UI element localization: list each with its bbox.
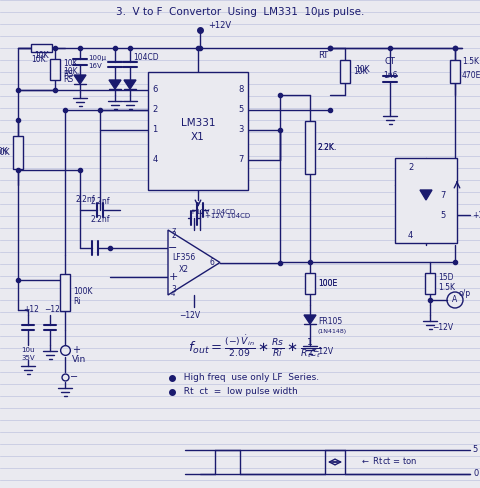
Text: −12V: −12V bbox=[432, 324, 453, 332]
Text: +12V 104CD: +12V 104CD bbox=[205, 213, 250, 219]
Text: FR105: FR105 bbox=[318, 318, 342, 326]
Text: 4: 4 bbox=[152, 156, 157, 164]
Text: −: − bbox=[168, 243, 178, 253]
Text: 2: 2 bbox=[152, 105, 157, 115]
Text: −12V: −12V bbox=[180, 310, 201, 320]
Text: 0: 0 bbox=[473, 469, 478, 479]
Text: o/p: o/p bbox=[459, 288, 471, 298]
Bar bbox=[450, 60, 460, 83]
Polygon shape bbox=[124, 80, 136, 89]
Bar bbox=[340, 60, 350, 83]
Text: (1N4148): (1N4148) bbox=[318, 328, 347, 333]
Text: 1.5K: 1.5K bbox=[438, 284, 455, 292]
Text: +: + bbox=[168, 272, 178, 282]
Polygon shape bbox=[109, 80, 121, 89]
Text: 10K: 10K bbox=[0, 147, 8, 157]
Text: 1n6: 1n6 bbox=[383, 70, 397, 80]
Text: X1: X1 bbox=[191, 132, 205, 142]
Text: 2.2nf: 2.2nf bbox=[90, 197, 110, 205]
Text: 15D: 15D bbox=[438, 273, 454, 283]
Text: RT: RT bbox=[318, 50, 328, 60]
Text: 10K.: 10K. bbox=[32, 56, 48, 64]
Text: 3: 3 bbox=[171, 285, 176, 293]
Text: 100E: 100E bbox=[318, 279, 337, 288]
Text: A: A bbox=[452, 296, 457, 305]
Text: +12: +12 bbox=[23, 305, 39, 314]
Text: 2: 2 bbox=[171, 231, 176, 241]
Text: $f_{out} = \frac{(-)\,\dot{V}_{in}}{2.09} \ast \frac{Rs}{Ri} \ast \frac{1}{R_t C: $f_{out} = \frac{(-)\,\dot{V}_{in}}{2.09… bbox=[189, 333, 322, 361]
Polygon shape bbox=[74, 75, 86, 84]
Text: +12V: +12V bbox=[472, 210, 480, 220]
Text: 4: 4 bbox=[171, 291, 175, 297]
Text: 1.5K.: 1.5K. bbox=[462, 58, 480, 66]
Text: +12V: +12V bbox=[208, 21, 231, 30]
Text: 5: 5 bbox=[440, 210, 445, 220]
Text: 4: 4 bbox=[408, 230, 413, 240]
Text: 2: 2 bbox=[408, 163, 413, 172]
Text: 16V: 16V bbox=[88, 63, 102, 69]
Polygon shape bbox=[420, 190, 432, 200]
Text: 10K.: 10K. bbox=[63, 67, 80, 77]
Text: 2.2nf: 2.2nf bbox=[90, 216, 110, 224]
Bar bbox=[425, 273, 435, 294]
Text: +: + bbox=[72, 345, 80, 355]
Bar bbox=[395, 158, 457, 243]
Text: 100K: 100K bbox=[73, 287, 93, 297]
Text: 5 V: 5 V bbox=[473, 445, 480, 453]
Text: 3.  V to F  Convertor  Using  LM331  10μs pulse.: 3. V to F Convertor Using LM331 10μs pul… bbox=[116, 7, 364, 17]
Text: 7: 7 bbox=[440, 190, 445, 200]
Text: 1: 1 bbox=[152, 125, 157, 135]
Text: High freq  use only LF  Series.: High freq use only LF Series. bbox=[178, 373, 319, 383]
Bar bbox=[13, 136, 23, 169]
Text: Vin: Vin bbox=[72, 355, 86, 365]
Text: Rt  ct  =  low pulse width: Rt ct = low pulse width bbox=[178, 387, 298, 396]
Text: LM331: LM331 bbox=[181, 118, 215, 128]
Text: 10u: 10u bbox=[21, 347, 35, 353]
Text: 10K: 10K bbox=[0, 148, 10, 157]
Text: 100E: 100E bbox=[318, 279, 337, 287]
Text: 10K: 10K bbox=[34, 50, 49, 60]
Text: 7: 7 bbox=[171, 228, 176, 234]
Text: LF356: LF356 bbox=[172, 253, 196, 262]
Text: 6: 6 bbox=[152, 85, 158, 95]
Text: 8: 8 bbox=[238, 85, 244, 95]
Bar bbox=[148, 72, 248, 190]
Text: −12: −12 bbox=[44, 305, 60, 314]
Text: CT: CT bbox=[384, 58, 396, 66]
Text: 470E: 470E bbox=[462, 70, 480, 80]
Text: 5: 5 bbox=[239, 105, 244, 115]
Bar bbox=[305, 121, 315, 174]
Text: 100μ: 100μ bbox=[88, 55, 106, 61]
Text: 2.2K.: 2.2K. bbox=[318, 143, 337, 152]
Text: RS: RS bbox=[63, 76, 73, 84]
Text: 10K: 10K bbox=[355, 65, 370, 75]
Text: −12V: −12V bbox=[312, 347, 333, 357]
Bar bbox=[305, 273, 315, 294]
Bar bbox=[50, 59, 60, 80]
Text: 2.2nf: 2.2nf bbox=[75, 196, 95, 204]
Text: X2: X2 bbox=[179, 265, 189, 274]
Polygon shape bbox=[168, 230, 220, 295]
Text: 104CD: 104CD bbox=[133, 53, 158, 61]
Text: $\leftarrow$ Rtct = ton: $\leftarrow$ Rtct = ton bbox=[360, 455, 417, 467]
Text: Ri: Ri bbox=[73, 298, 81, 306]
Text: 10K: 10K bbox=[353, 67, 368, 76]
Polygon shape bbox=[304, 315, 316, 324]
Text: 2.2K.: 2.2K. bbox=[318, 143, 337, 152]
Bar bbox=[60, 274, 70, 311]
Text: 6: 6 bbox=[210, 258, 215, 267]
Text: +12V 104CD: +12V 104CD bbox=[190, 209, 235, 215]
Bar bbox=[31, 44, 52, 52]
Text: −: − bbox=[70, 372, 78, 382]
Text: 10K.
RS: 10K. RS bbox=[63, 60, 80, 79]
Text: 7: 7 bbox=[238, 156, 244, 164]
Text: 35V: 35V bbox=[21, 355, 35, 361]
Text: 3: 3 bbox=[238, 125, 244, 135]
